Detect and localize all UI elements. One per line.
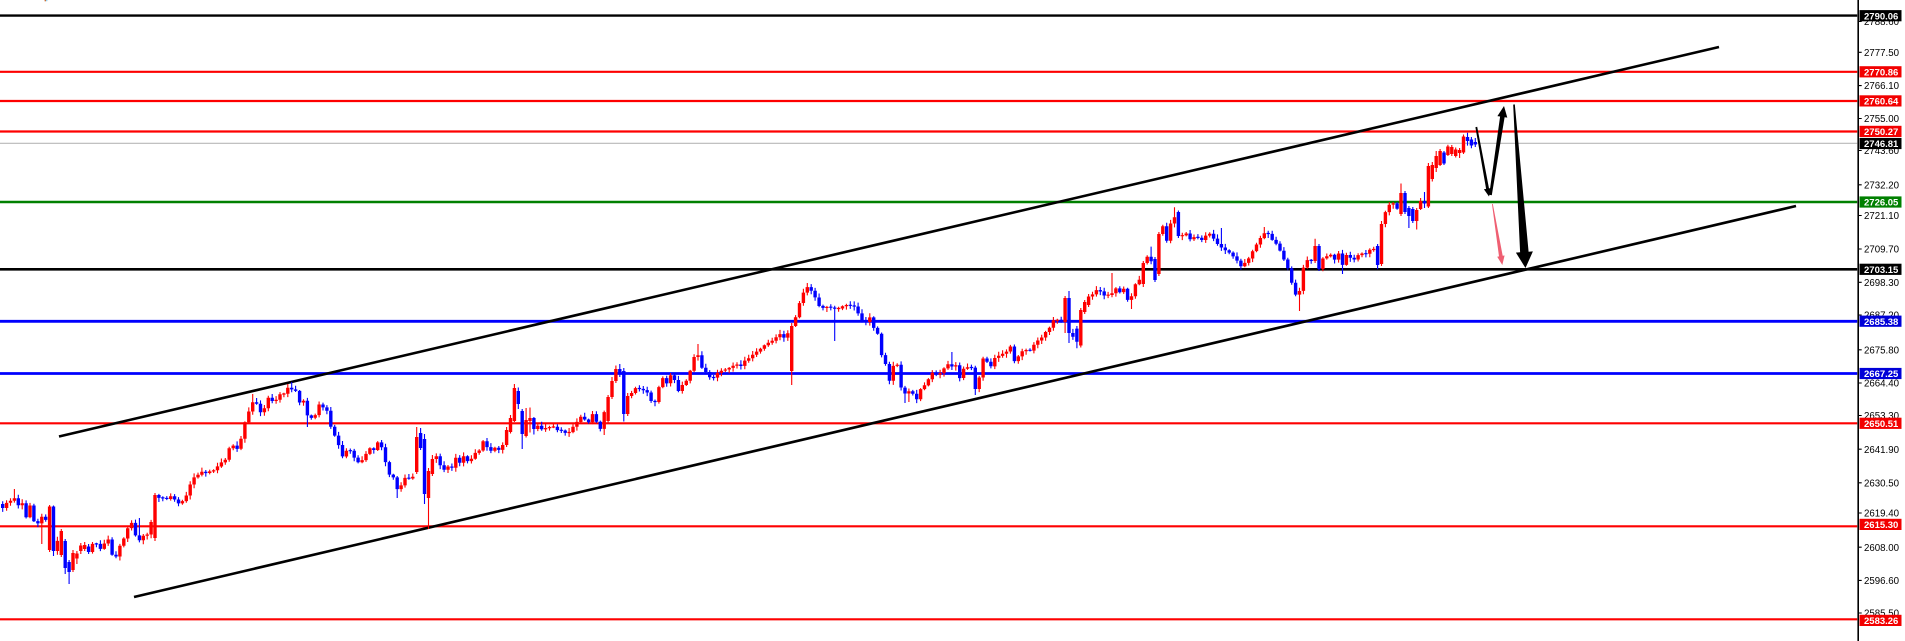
svg-text:2746.81: 2746.81 xyxy=(1864,139,1899,150)
svg-text:2726.05: 2726.05 xyxy=(1864,198,1899,209)
svg-text:2641.90: 2641.90 xyxy=(1864,445,1900,456)
svg-text:2650.51: 2650.51 xyxy=(1864,419,1899,430)
svg-text:2585.50: 2585.50 xyxy=(1864,609,1900,620)
svg-text:2630.50: 2630.50 xyxy=(1864,478,1900,489)
svg-text:2675.80: 2675.80 xyxy=(1864,345,1900,356)
svg-text:2790.06: 2790.06 xyxy=(1864,11,1898,22)
svg-text:2721.10: 2721.10 xyxy=(1864,211,1900,222)
svg-text:2596.60: 2596.60 xyxy=(1864,576,1900,587)
svg-text:2685.38: 2685.38 xyxy=(1864,317,1898,328)
svg-text:2770.86: 2770.86 xyxy=(1864,68,1898,79)
svg-text:2615.30: 2615.30 xyxy=(1864,520,1898,531)
svg-text:2608.00: 2608.00 xyxy=(1864,543,1900,554)
svg-text:2619.40: 2619.40 xyxy=(1864,509,1900,520)
svg-text:2583.26: 2583.26 xyxy=(1864,616,1898,627)
svg-text:2709.70: 2709.70 xyxy=(1864,245,1900,256)
svg-text:2760.64: 2760.64 xyxy=(1864,97,1899,108)
svg-text:2653.30: 2653.30 xyxy=(1864,411,1900,422)
svg-text:2732.20: 2732.20 xyxy=(1864,180,1900,191)
svg-text:2788.60: 2788.60 xyxy=(1864,17,1900,28)
svg-text:2755.00: 2755.00 xyxy=(1864,114,1900,125)
svg-text:2667.25: 2667.25 xyxy=(1864,369,1899,380)
svg-text:2766.10: 2766.10 xyxy=(1864,81,1900,92)
svg-text:2698.30: 2698.30 xyxy=(1864,278,1900,289)
svg-text:2664.40: 2664.40 xyxy=(1864,379,1900,390)
svg-text:2777.50: 2777.50 xyxy=(1864,48,1900,59)
svg-text:2703.15: 2703.15 xyxy=(1864,265,1899,276)
svg-text:2743.60: 2743.60 xyxy=(1864,146,1900,157)
svg-text:2750.27: 2750.27 xyxy=(1864,127,1898,138)
